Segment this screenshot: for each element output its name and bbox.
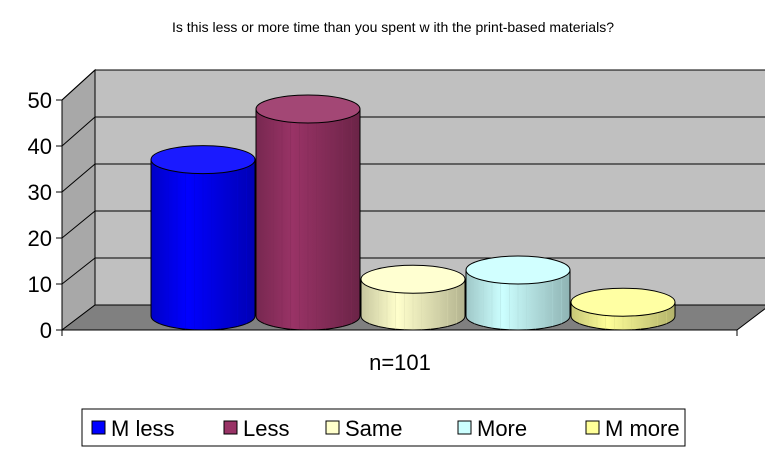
y-tick-label: 50 (28, 88, 52, 113)
legend-swatch (457, 420, 472, 435)
gridline-side (61, 163, 96, 193)
y-tick-label: 40 (28, 134, 52, 159)
y-tick-label: 20 (28, 226, 52, 251)
legend-swatch (585, 420, 600, 435)
x-axis-label: n=101 (369, 350, 431, 375)
chart-title: Is this less or more time than you spent… (172, 19, 614, 35)
legend-label: Less (243, 416, 289, 441)
legend-swatch (91, 420, 106, 435)
gridline-side (61, 210, 96, 239)
legend-label: M less (111, 416, 175, 441)
y-tick-label: 30 (28, 180, 52, 205)
gridline-side (61, 116, 96, 147)
bar-m-less (150, 145, 256, 331)
legend-label: More (477, 416, 527, 441)
side-wall (61, 68, 96, 332)
bar-top (150, 145, 256, 175)
legend-box (81, 408, 686, 447)
y-tick-label: 10 (28, 272, 52, 297)
bar-top (360, 264, 466, 294)
bars (150, 94, 676, 331)
bar-more (465, 255, 571, 331)
legend-label: Same (345, 416, 402, 441)
bar-same (360, 264, 466, 331)
legend-label: M more (605, 416, 680, 441)
bar-m-more (570, 287, 676, 331)
gridline-side (61, 69, 96, 101)
legend-swatch (223, 420, 238, 435)
bar-top (465, 255, 571, 285)
legend: M less Less Same More M more (81, 408, 686, 447)
y-tick-label: 0 (40, 318, 52, 343)
y-axis: 0 10 20 30 40 50 (28, 88, 63, 343)
bar-top (255, 94, 361, 124)
legend-swatch (325, 420, 340, 435)
bar-less (255, 94, 361, 331)
gridline-side (61, 257, 96, 285)
bar-top (570, 287, 676, 317)
